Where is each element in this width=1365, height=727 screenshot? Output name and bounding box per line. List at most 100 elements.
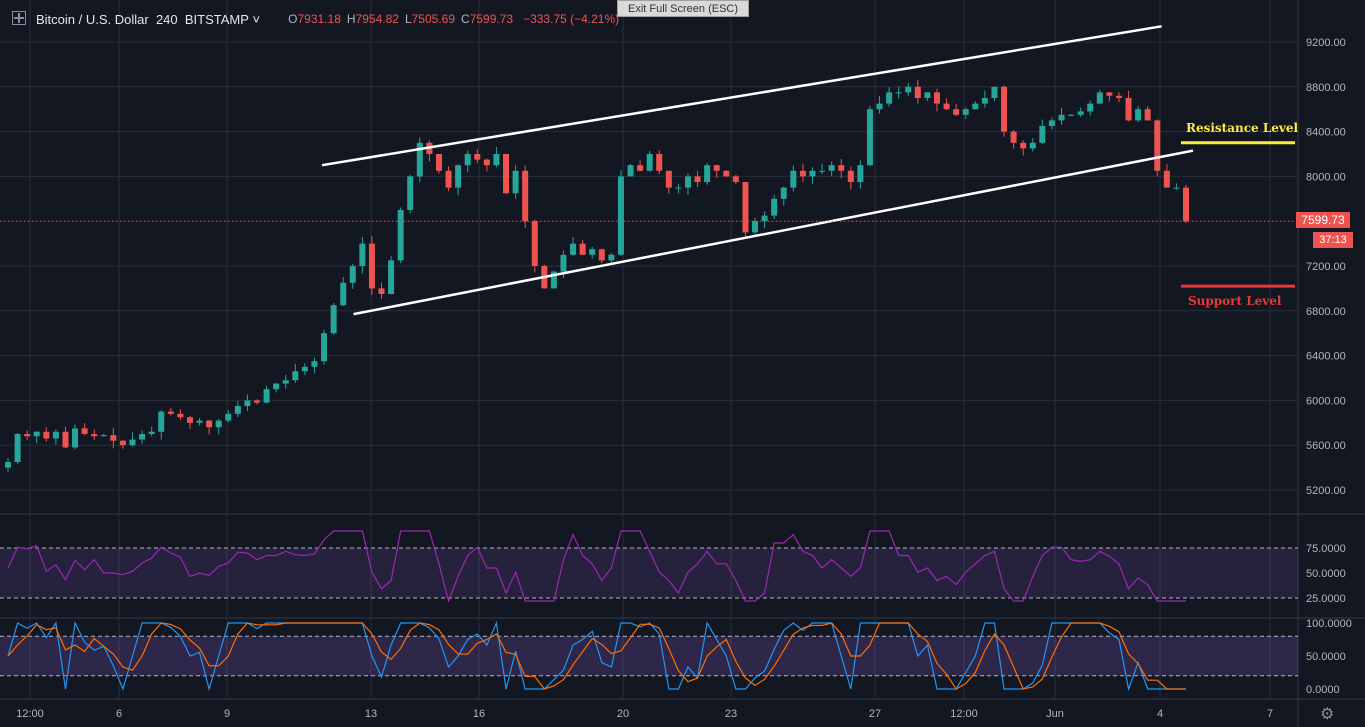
open-label: O <box>288 12 298 26</box>
rsi-band <box>0 548 1298 598</box>
candle-body <box>110 435 117 441</box>
candle-body <box>646 154 653 171</box>
candle-body <box>368 243 375 289</box>
interval-label[interactable]: 240 <box>155 11 178 27</box>
close-label: C <box>461 12 470 26</box>
candle-body <box>72 428 79 448</box>
candle-body <box>819 170 826 172</box>
stoch-k-line <box>7 620 1186 692</box>
candle-body <box>234 406 241 414</box>
candle-body <box>1058 114 1065 121</box>
candle-body <box>378 288 385 294</box>
candle-body <box>550 271 557 289</box>
expand-icon[interactable] <box>12 11 26 25</box>
high-value: 7954.82 <box>355 12 399 26</box>
candle-body <box>321 333 328 362</box>
change-value: −333.75 (−4.21%) <box>523 12 620 26</box>
candle-body <box>1039 126 1046 143</box>
candle-body <box>838 165 845 171</box>
time-tick-label: 13 <box>365 708 377 720</box>
chevron-down-icon[interactable]: ˅ <box>252 11 261 27</box>
candle-body <box>732 176 739 182</box>
candle-body <box>52 431 59 439</box>
candle-body <box>742 182 749 233</box>
time-tick-label: 20 <box>617 708 629 720</box>
time-tick-label: Jun <box>1046 708 1064 720</box>
resistance-label: Resistance Level <box>1186 121 1299 135</box>
candle-body <box>407 176 414 210</box>
time-tick-label: 12:00 <box>950 708 978 720</box>
candle-body <box>1087 103 1094 112</box>
candle-body <box>905 86 912 93</box>
candle-body <box>158 411 165 432</box>
candle-body <box>1183 187 1189 222</box>
candle-body <box>301 366 308 372</box>
candle-body <box>627 165 634 177</box>
candle-body <box>857 165 864 182</box>
candle-body <box>483 159 490 166</box>
chart-header: Bitcoin / U.S. Dollar 240 BITSTAMP ˅ O 79… <box>0 0 1300 38</box>
stoch-tick-label: 100.0000 <box>1306 618 1352 630</box>
candle-body <box>1068 114 1075 116</box>
candle-body <box>91 434 98 437</box>
candle-body <box>1173 187 1180 189</box>
price-tick-label: 8000.00 <box>1306 171 1346 183</box>
candle-body <box>263 389 270 403</box>
candle-body <box>684 176 691 188</box>
candle-body <box>972 103 979 110</box>
open-value: 7931.18 <box>297 12 341 26</box>
candle-body <box>493 154 500 166</box>
gear-icon[interactable]: ⚙ <box>1320 706 1335 723</box>
symbol-title[interactable]: Bitcoin / U.S. Dollar 240 BITSTAMP ˅ <box>36 12 260 27</box>
high-label: H <box>346 12 356 26</box>
stoch-band <box>0 636 1298 676</box>
candle-body <box>416 142 423 177</box>
candle-body <box>445 170 452 188</box>
candle-body <box>752 221 759 233</box>
candle-body <box>215 420 222 428</box>
candle-body <box>273 383 280 390</box>
candle-body <box>771 198 778 216</box>
candle-body <box>723 170 730 177</box>
candle-body <box>388 260 395 294</box>
rsi-tick-label: 75.0000 <box>1306 543 1346 555</box>
time-tick-label: 7 <box>1267 708 1273 720</box>
rsi-line <box>7 530 1186 603</box>
price-tick-label: 7200.00 <box>1306 261 1346 273</box>
price-tick-label: 8400.00 <box>1306 127 1346 139</box>
candle-body <box>665 170 672 188</box>
channel-lower-line <box>353 149 1194 316</box>
time-tick-label: 4 <box>1157 708 1163 720</box>
symbol-name: Bitcoin / U.S. Dollar <box>36 11 149 27</box>
exit-fullscreen-button[interactable]: Exit Full Screen (ESC) <box>617 0 749 17</box>
candle-body <box>1029 142 1036 149</box>
candle-body <box>282 380 289 384</box>
price-tick-label: 5200.00 <box>1306 485 1346 497</box>
candle-body <box>924 92 931 98</box>
low-value: 7505.69 <box>411 12 456 26</box>
candle-body <box>579 243 586 255</box>
candle-body <box>186 417 193 423</box>
candle-body <box>694 176 701 182</box>
candle-body <box>675 187 682 189</box>
candle-body <box>62 431 69 448</box>
candle-body <box>397 210 404 261</box>
candle-body <box>522 170 529 222</box>
candle-body <box>780 187 787 199</box>
candle-body <box>5 462 11 468</box>
candle-body <box>139 434 146 440</box>
time-tick-label: 23 <box>725 708 737 720</box>
price-tick-label: 8800.00 <box>1306 82 1346 94</box>
close-value: 7599.73 <box>469 12 514 26</box>
candle-body <box>340 282 347 306</box>
candle-body <box>1154 120 1161 171</box>
candle-body <box>828 165 835 171</box>
candle-body <box>962 109 969 115</box>
price-tick-label: 6000.00 <box>1306 395 1346 407</box>
last-price-tag: 7599.73 <box>1296 212 1350 228</box>
rsi-tick-label: 50.0000 <box>1306 568 1346 580</box>
candle-body <box>196 420 203 423</box>
candle-body <box>790 170 797 188</box>
price-tick-label: 6400.00 <box>1306 351 1346 363</box>
